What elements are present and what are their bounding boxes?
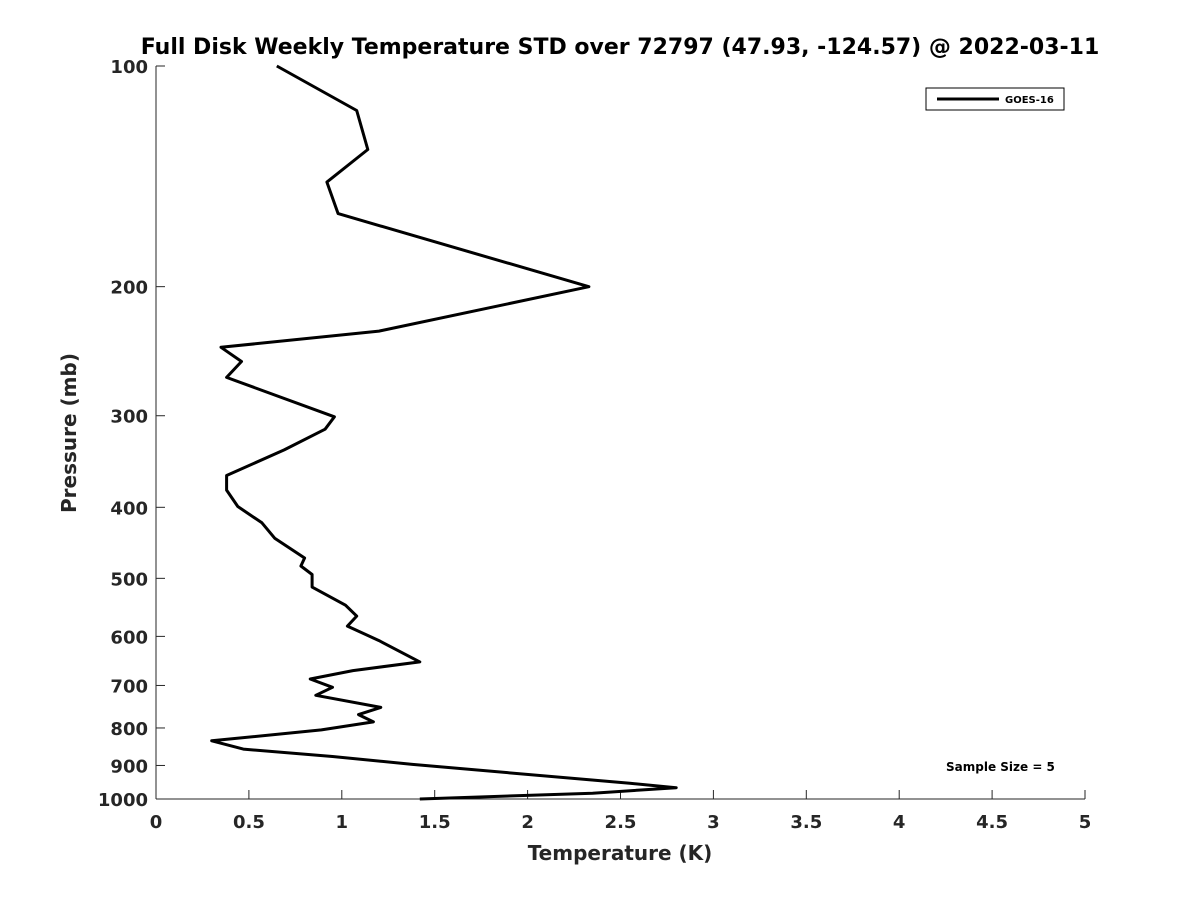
y-tick-label: 200 bbox=[110, 278, 148, 299]
y-axis-label: Pressure (mb) bbox=[57, 353, 81, 513]
x-tick-label: 0.5 bbox=[233, 812, 265, 833]
y-tick-label: 600 bbox=[110, 627, 148, 648]
x-tick-label: 4 bbox=[893, 812, 906, 833]
sample-size-annotation: Sample Size = 5 bbox=[946, 760, 1055, 774]
series-line-goes-16 bbox=[210, 64, 678, 801]
y-tick-label: 300 bbox=[110, 407, 148, 428]
x-tick-label: 3 bbox=[707, 812, 720, 833]
y-tick-label: 700 bbox=[110, 676, 148, 697]
x-tick-label: 3.5 bbox=[790, 812, 822, 833]
y-tick-label: 1000 bbox=[98, 790, 148, 811]
y-tick-label: 900 bbox=[110, 756, 148, 777]
x-tick-label: 4.5 bbox=[976, 812, 1008, 833]
chart-title: Full Disk Weekly Temperature STD over 72… bbox=[141, 35, 1100, 60]
y-tick-label: 100 bbox=[110, 57, 148, 78]
x-tick-label: 2.5 bbox=[605, 812, 637, 833]
x-axis-label: Temperature (K) bbox=[528, 841, 713, 865]
x-tick-label: 5 bbox=[1079, 812, 1092, 833]
x-tick-label: 2 bbox=[521, 812, 534, 833]
y-tick-label: 400 bbox=[110, 498, 148, 519]
legend: GOES-16 bbox=[925, 87, 1065, 111]
x-tick-label: 1 bbox=[336, 812, 349, 833]
y-axis: 100 200 300 400 500 600 700 800 900 1000 bbox=[98, 57, 165, 811]
x-axis: 0 0.5 1 1.5 2 2.5 3 3.5 4 4.5 5 bbox=[150, 790, 1092, 833]
y-tick-label: 800 bbox=[110, 719, 148, 740]
y-tick-label: 500 bbox=[110, 569, 148, 590]
x-tick-label: 0 bbox=[150, 812, 163, 833]
series-layer bbox=[210, 64, 678, 801]
x-tick-label: 1.5 bbox=[419, 812, 451, 833]
legend-label: GOES-16 bbox=[1005, 95, 1054, 106]
